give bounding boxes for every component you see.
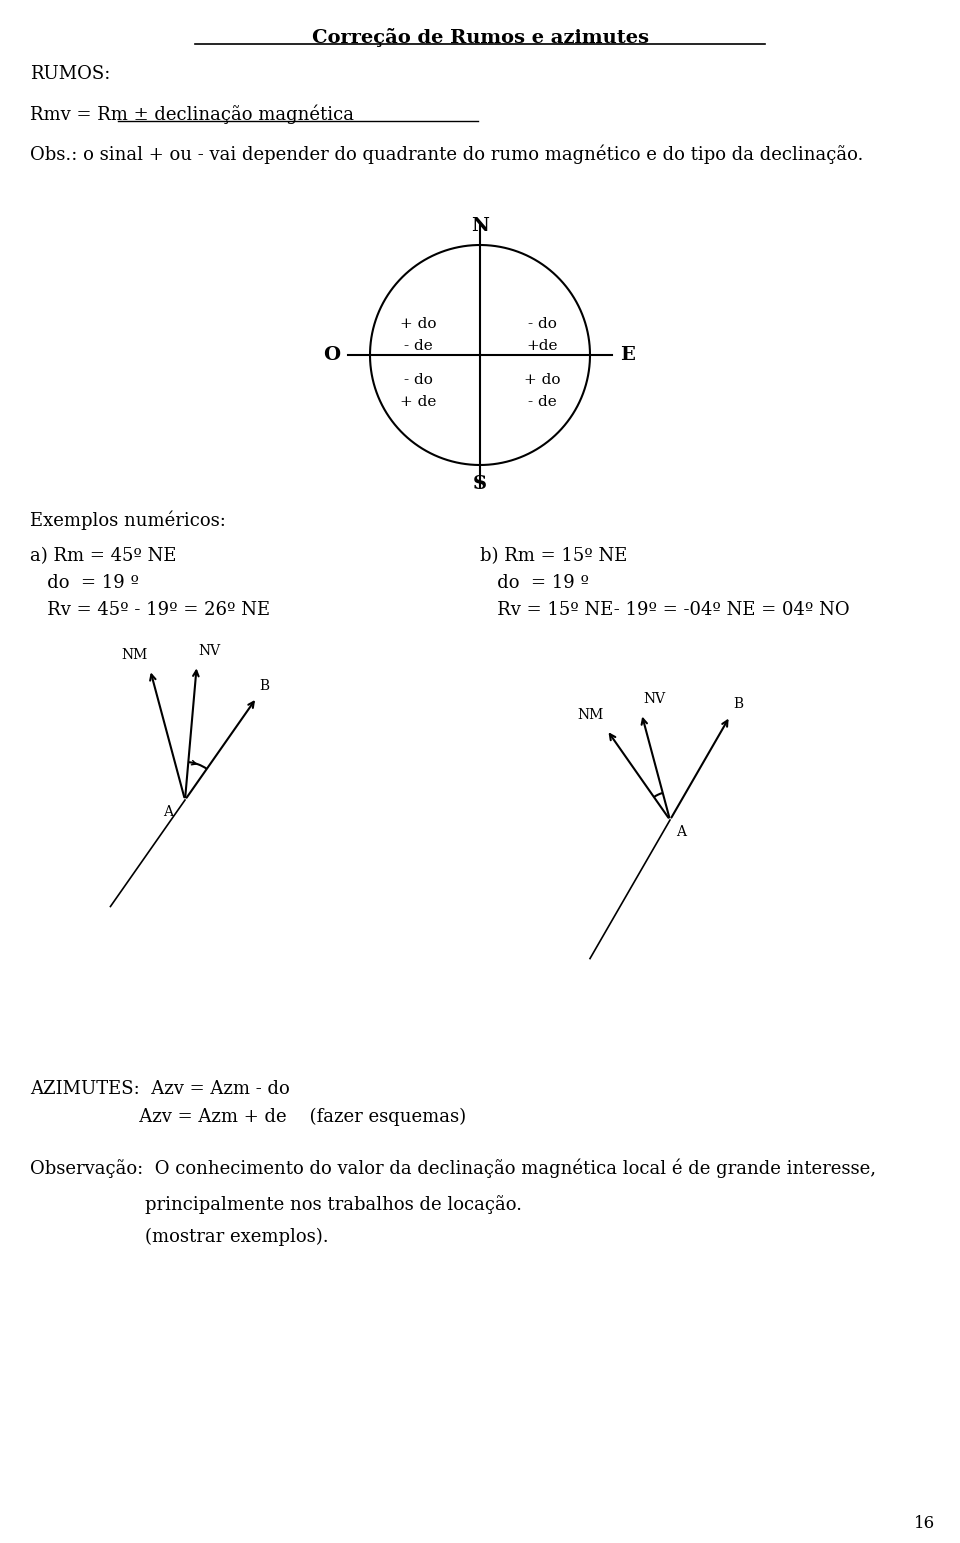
Text: RUMOS:: RUMOS: [30,65,110,83]
Text: NV: NV [643,691,665,705]
Text: E: E [620,346,635,364]
Text: + do: + do [524,373,561,387]
Text: Correção de Rumos e azimutes: Correção de Rumos e azimutes [311,28,649,46]
Text: Rv = 45º - 19º = 26º NE: Rv = 45º - 19º = 26º NE [30,602,270,619]
Text: S: S [473,475,487,494]
Text: Rmv = Rm ± declinação magnética: Rmv = Rm ± declinação magnética [30,105,354,125]
Text: (mostrar exemplos).: (mostrar exemplos). [30,1228,328,1247]
Text: AZIMUTES:  Azv = Azm - do: AZIMUTES: Azv = Azm - do [30,1080,290,1099]
Text: do  = 19 º: do = 19 º [30,574,139,593]
Text: B: B [733,697,743,711]
Text: A: A [163,805,173,819]
Text: A: A [676,826,686,839]
Text: do  = 19 º: do = 19 º [480,574,589,593]
Text: a) Rm = 45º NE: a) Rm = 45º NE [30,548,177,565]
Text: NM: NM [122,648,148,662]
Text: B: B [260,679,270,693]
Text: NV: NV [199,643,221,657]
Text: Exemplos numéricos:: Exemplos numéricos: [30,511,226,529]
Text: b) Rm = 15º NE: b) Rm = 15º NE [480,548,628,565]
Text: - de: - de [403,339,432,353]
Text: Obs.: o sinal + ou - vai depender do quadrante do rumo magnético e do tipo da de: Obs.: o sinal + ou - vai depender do qua… [30,145,863,165]
Text: - do: - do [528,316,557,332]
Text: NM: NM [578,708,604,722]
Text: + do: + do [399,316,436,332]
Text: - de: - de [528,395,557,409]
Text: principalmente nos trabalhos de locação.: principalmente nos trabalhos de locação. [30,1194,522,1214]
Text: Observação:  O conhecimento do valor da declinação magnética local é de grande i: Observação: O conhecimento do valor da d… [30,1157,876,1177]
Text: Rv = 15º NE- 19º = -04º NE = 04º NO: Rv = 15º NE- 19º = -04º NE = 04º NO [480,602,850,619]
Text: +de: +de [526,339,558,353]
Text: 16: 16 [914,1515,935,1532]
Text: N: N [471,218,489,235]
Text: O: O [323,346,340,364]
Text: Azv = Azm + de    (fazer esquemas): Azv = Azm + de (fazer esquemas) [30,1108,467,1126]
Text: + de: + de [399,395,436,409]
Text: - do: - do [403,373,432,387]
